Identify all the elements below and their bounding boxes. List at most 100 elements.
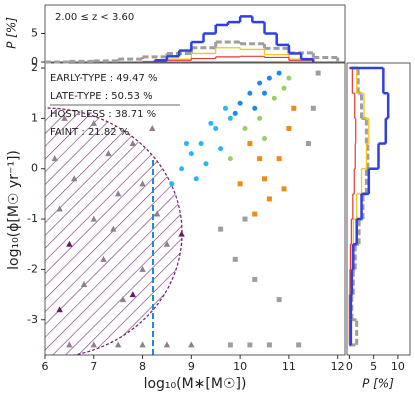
point [183,141,189,147]
point [262,90,268,96]
point [266,75,272,81]
point [198,141,204,147]
type-fraction: FAINT : 21.82 % [50,127,129,138]
y-tick-label: 1 [31,111,38,124]
point [66,341,73,348]
point [153,210,161,217]
right-x-label: P [%] [362,377,394,391]
y-axis-label: log₁₀(ϕ[M☉ yr⁻¹]) [6,150,22,270]
point [71,175,78,182]
point [242,216,248,222]
point [80,281,88,288]
point [139,341,146,348]
point [218,146,224,152]
top-y-label: P [%] [5,17,19,49]
point [232,256,238,262]
y-tick-label: -2 [27,262,38,275]
point [56,205,63,212]
point [129,291,137,298]
point [276,297,282,303]
point [286,125,292,131]
point [252,105,258,111]
y-tick-label: 0 [31,55,38,68]
point [310,105,316,111]
x-axis-label: log₁₀(M∗[M☉]) [144,376,247,392]
point [242,125,248,131]
point [271,95,277,101]
point [119,296,127,303]
point [56,306,63,313]
point [291,105,297,111]
point [169,181,175,187]
point [237,100,243,106]
point [247,141,253,147]
point [247,90,253,96]
y-tick-label: 0 [31,162,38,175]
point [315,70,321,76]
point [281,186,287,192]
x-tick-label: 10 [233,360,247,373]
point [90,341,97,348]
point [193,176,199,182]
x-tick-label: 7 [90,360,97,373]
type-fraction: EARLY-TYPE : 49.47 % [50,73,158,84]
point [105,150,112,157]
point [110,225,117,232]
point [252,276,258,282]
point [218,226,224,232]
point [296,342,302,348]
point [257,115,263,121]
point [232,110,238,116]
y-tick-label: 2 [31,61,38,74]
y-tick-label: -3 [27,313,38,326]
type-fraction: LATE-TYPE : 50.53 % [50,91,153,102]
point [66,240,73,247]
point [90,119,97,126]
point [149,124,156,131]
point [114,341,122,348]
type-fraction: HOST-LESS : 38.71 % [50,109,156,120]
point [252,211,258,217]
point [100,255,107,262]
point [262,176,268,182]
point [163,240,171,247]
point [227,115,233,121]
point [257,80,263,86]
point [222,105,228,111]
point [179,166,185,172]
point [129,140,137,147]
point [257,156,263,162]
point [213,125,219,131]
y-tick-label: -1 [27,212,38,225]
y-tick-label: 5 [31,27,38,40]
point [276,70,282,76]
point [262,136,268,142]
redshift-label: 2.00 ≤ z < 3.60 [55,12,134,23]
point [227,342,233,348]
point [281,85,287,91]
x-tick-label: 11 [282,360,296,373]
point [61,114,68,121]
point [139,180,146,187]
x-tick-label: 12 [331,360,345,373]
point [51,155,58,162]
x-tick-label: 0 [346,360,353,373]
point [266,342,272,348]
point [286,75,292,81]
point [203,161,209,167]
point [188,341,195,348]
main-frame [44,62,346,356]
point [163,341,171,348]
point [305,141,311,147]
right-frame [346,62,411,356]
point [178,230,185,237]
x-tick-label: 10 [391,360,405,373]
x-tick-label: 6 [42,360,49,373]
point [139,265,146,272]
point [276,156,282,162]
x-tick-label: 8 [139,360,146,373]
point [114,190,122,197]
point [247,342,253,348]
x-tick-label: 5 [370,360,377,373]
